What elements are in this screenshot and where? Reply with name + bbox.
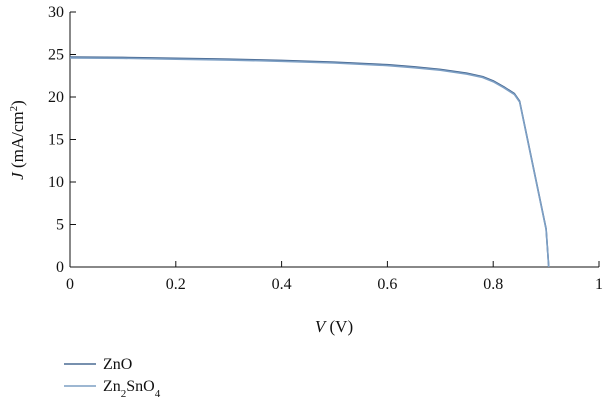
series-line-1 (69, 57, 550, 268)
y-tick-label: 10 (48, 174, 64, 191)
x-axis-title: V (V) (315, 317, 353, 336)
y-tick-label: 25 (48, 47, 64, 64)
legend: ZnO Zn2SnO4 (64, 356, 161, 400)
y-tick-label: 5 (56, 217, 64, 234)
y-tick-label: 0 (56, 259, 64, 276)
series-layer (69, 56, 550, 268)
x-tick-label: 0.8 (483, 276, 503, 293)
x-axis: 0 0.2 0.4 0.6 0.8 1 (66, 261, 603, 293)
x-tick-label: 0 (66, 276, 74, 293)
x-tick-label: 1 (595, 276, 603, 293)
y-axis-title: J (mA/cm2) (8, 100, 27, 180)
y-axis: 0 5 10 15 20 25 30 (48, 4, 76, 276)
series-line-0 (69, 56, 550, 268)
y-tick-label: 20 (48, 89, 64, 106)
x-tick-label: 0.4 (272, 276, 292, 293)
x-tick-label: 0.6 (377, 276, 397, 293)
x-tick-label: 0.2 (166, 276, 186, 293)
legend-label-0: ZnO (103, 356, 132, 373)
y-tick-label: 30 (48, 4, 64, 21)
legend-label-1: Zn2SnO4 (103, 378, 161, 400)
y-tick-label: 15 (48, 132, 64, 149)
